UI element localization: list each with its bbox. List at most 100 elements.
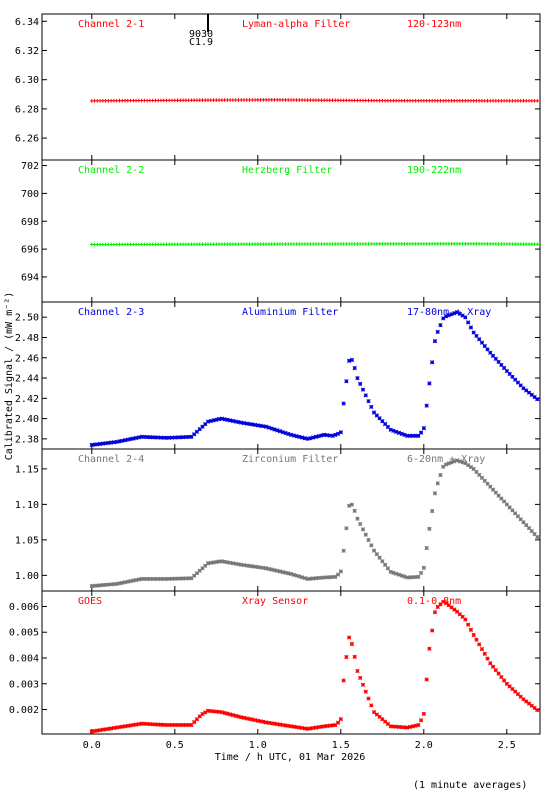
data-point: [427, 526, 432, 531]
panel-frame: [41, 159, 541, 303]
data-point: [161, 435, 166, 440]
data-point: [524, 523, 529, 528]
data-point: [297, 574, 302, 579]
data-point: [136, 721, 141, 727]
data-point: [322, 724, 327, 729]
data-point: [529, 528, 534, 534]
data-point: [338, 430, 344, 435]
data-point: [117, 581, 122, 586]
data-point: [452, 459, 457, 464]
data-point: [216, 559, 222, 564]
data-point: [369, 703, 374, 708]
data-point: [430, 628, 435, 633]
band-label: 190-222nm: [407, 165, 461, 176]
data-point: [501, 365, 507, 371]
data-point: [477, 337, 482, 342]
data-point: [117, 724, 122, 730]
data-point: [421, 711, 427, 717]
data-point: [139, 434, 144, 439]
data-point: [111, 725, 117, 731]
data-point: [330, 723, 335, 728]
data-point: [341, 401, 346, 406]
data-point: [432, 491, 438, 496]
data-point: [255, 718, 260, 723]
data-point: [418, 430, 424, 435]
data-point: [180, 722, 186, 728]
data-point: [211, 560, 216, 565]
data-point: [410, 433, 415, 438]
data-point: [106, 440, 111, 446]
data-point: [156, 576, 161, 582]
data-point: [349, 502, 355, 507]
data-point: [366, 398, 371, 404]
data-point: [203, 563, 208, 568]
data-point: [200, 566, 205, 571]
data-point: [252, 564, 258, 569]
data-point: [236, 714, 241, 719]
data-point: [144, 721, 150, 727]
data-point: [192, 719, 197, 725]
data-point: [153, 722, 158, 727]
filter-label: Herzberg Filter: [242, 165, 332, 176]
data-point: [435, 329, 440, 335]
data-point: [477, 472, 482, 478]
data-point: [457, 459, 462, 464]
data-point: [524, 699, 529, 704]
data-point: [468, 325, 474, 330]
data-point: [136, 577, 141, 582]
data-point: [288, 724, 294, 729]
data-point: [125, 579, 130, 584]
data-point: [454, 310, 460, 315]
data-point: [161, 576, 166, 582]
data-point: [316, 724, 321, 730]
data-point: [147, 721, 153, 727]
data-point: [394, 724, 399, 729]
data-point: [413, 433, 418, 438]
data-point: [471, 632, 476, 638]
data-point: [95, 442, 100, 447]
panel-frame: [41, 301, 541, 450]
data-point: [493, 490, 498, 495]
data-point: [468, 627, 474, 632]
data-point: [413, 723, 418, 728]
data-point: [236, 419, 241, 425]
data-point: [230, 561, 236, 566]
data-point: [294, 573, 299, 578]
data-point: [169, 435, 175, 440]
data-point: [203, 421, 208, 427]
data-point: [125, 723, 130, 728]
data-point: [144, 576, 150, 582]
y-tick-label: 700: [21, 189, 39, 200]
data-point: [120, 580, 125, 585]
data-point: [449, 605, 454, 610]
data-point: [103, 441, 108, 446]
data-point: [89, 729, 94, 734]
data-point: [507, 505, 512, 510]
y-tick-label: 0.004: [9, 653, 39, 664]
data-point: [424, 677, 429, 682]
data-point: [504, 681, 510, 686]
data-point: [205, 708, 211, 713]
y-tick-label: 6.32: [15, 46, 39, 57]
data-point: [507, 684, 512, 689]
data-point: [214, 709, 219, 714]
data-point: [322, 432, 327, 437]
data-point: [407, 575, 413, 580]
data-point: [263, 720, 269, 725]
data-point: [225, 711, 230, 716]
data-point: [158, 722, 164, 727]
data-point: [510, 374, 515, 379]
y-tick-label: 2.48: [15, 333, 39, 344]
data-point: [302, 575, 308, 581]
data-point: [172, 576, 177, 581]
data-point: [463, 315, 468, 320]
data-point: [291, 724, 296, 729]
data-point: [399, 431, 404, 436]
data-point: [485, 347, 490, 352]
data-point: [344, 379, 349, 384]
data-point: [241, 715, 247, 720]
data-point: [341, 678, 346, 683]
y-axis-label: Calibrated Signal / (mW m⁻²): [4, 292, 15, 461]
data-point: [299, 575, 305, 580]
data-point: [225, 417, 230, 422]
